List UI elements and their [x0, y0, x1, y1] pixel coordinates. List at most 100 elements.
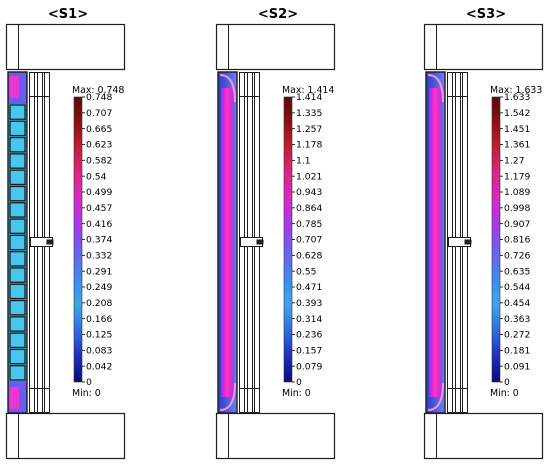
colorbar-tick-label: 0.54 — [86, 171, 107, 182]
colorbar-tick-label: 1.257 — [296, 124, 322, 135]
panel-title: <S3> — [466, 7, 506, 22]
top-block — [5, 23, 126, 71]
colorbar-tick-label: 1.451 — [504, 124, 530, 135]
grid-cell — [9, 120, 26, 137]
max-label: Max: 1.633 — [490, 85, 542, 96]
grid-cell — [9, 169, 26, 186]
grid-cell — [9, 348, 26, 365]
colorbar-tick-label: 1.633 — [504, 92, 530, 103]
colorbar-tick-label: 1.361 — [504, 140, 530, 151]
colorbar-tick-label: 0.544 — [504, 282, 530, 293]
panel-title: <S2> — [258, 7, 298, 22]
middle-connector-tab — [46, 239, 54, 245]
max-label: Max: 1.414 — [282, 85, 334, 96]
grid-cell — [9, 267, 26, 283]
colorbar-tick-label: 0.907 — [504, 219, 530, 230]
colorbar-tick-label: 0.363 — [504, 314, 530, 325]
colorbar-tick-label: 0.665 — [86, 124, 112, 135]
colorbar-tick-label: 0.582 — [86, 156, 112, 167]
field-outline — [425, 71, 446, 414]
grid-cell — [9, 218, 26, 235]
colorbar — [491, 96, 501, 383]
colorbar-tick-label: 0 — [504, 377, 510, 388]
colorbar-tick-label: 0.635 — [504, 266, 530, 277]
middle-connector-tab — [256, 239, 264, 245]
colorbar-tick-label: 0 — [296, 377, 302, 388]
colorbar-tick-label: 0.726 — [504, 251, 530, 262]
colorbar-tick-label: 0.707 — [296, 235, 322, 246]
colorbar-tick-label: 0.707 — [86, 108, 112, 119]
bottom-block — [423, 412, 544, 460]
colorbar-tick-label: 0.181 — [504, 346, 530, 357]
grid-cell — [9, 185, 26, 202]
max-label: Max: 0.748 — [72, 85, 124, 96]
field-top-arc — [427, 74, 444, 103]
field-bottom-arc — [427, 382, 444, 411]
colorbar-tick-label: 0.499 — [86, 187, 112, 198]
colorbar-tick-label: 1.089 — [504, 187, 530, 198]
strip-top-cap — [239, 72, 260, 97]
colorbar-tick-label: 0.314 — [296, 314, 322, 325]
middle-connector-tab — [464, 239, 472, 245]
field-top-hotspot — [10, 76, 19, 98]
colorbar-tick-label: 1.414 — [296, 92, 322, 103]
strip-bottom-cap — [447, 388, 468, 413]
field-bottom-arc — [219, 382, 236, 411]
colorbar-tick-label: 0.332 — [86, 251, 112, 262]
colorbar-tick-label: 0.208 — [86, 298, 112, 309]
colorbar-tick-label: 0.393 — [296, 298, 322, 309]
colorbar-tick-label: 1.335 — [296, 108, 322, 119]
colorbar-tick-label: 0.091 — [504, 361, 530, 372]
grid-cell — [9, 365, 26, 381]
colorbar-tick-label: 0.157 — [296, 346, 322, 357]
grid-cell — [9, 136, 26, 153]
colorbar-tick-label: 1.1 — [296, 156, 311, 167]
colorbar-tick-label: 0.125 — [86, 330, 112, 341]
grid-cell — [9, 202, 26, 218]
colorbar-tick-label: 0.998 — [504, 203, 530, 214]
colorbar-tick-label: 0.816 — [504, 235, 530, 246]
colorbar-tick-label: 0.291 — [86, 266, 112, 277]
colorbar — [73, 96, 83, 383]
min-label: Min: 0 — [72, 388, 101, 399]
colorbar-tick-label: 1.178 — [296, 140, 322, 151]
field-outline — [7, 71, 28, 414]
colorbar-tick-label: 0.416 — [86, 219, 112, 230]
colorbar-tick-label: 0.079 — [296, 361, 322, 372]
grid-cell — [9, 283, 26, 300]
strip-top-cap — [447, 72, 468, 97]
colorbar-tick-label: 0.374 — [86, 235, 112, 246]
colorbar-tick-label: 0.623 — [86, 140, 112, 151]
colorbar-tick-label: 0.748 — [86, 92, 112, 103]
panel-title: <S1> — [48, 7, 88, 22]
grid-cell — [9, 316, 26, 332]
colorbar-tick-label: 0.166 — [86, 314, 112, 325]
top-block — [423, 23, 544, 71]
strip-top-cap — [29, 72, 50, 97]
strip-bottom-cap — [29, 388, 50, 413]
colorbar-tick-label: 1.179 — [504, 171, 530, 182]
colorbar-tick-label: 0 — [86, 377, 92, 388]
colorbar-tick-label: 0.083 — [86, 346, 112, 357]
field-hot-band — [429, 88, 442, 397]
colorbar-tick-label: 1.021 — [296, 171, 322, 182]
colorbar-tick-label: 0.55 — [296, 266, 317, 277]
colorbar-tick-label: 1.27 — [504, 156, 525, 167]
grid-cell — [9, 332, 26, 349]
bottom-block — [5, 412, 126, 460]
bottom-block — [215, 412, 336, 460]
colorbar-tick-label: 1.542 — [504, 108, 530, 119]
grid-cell — [9, 299, 26, 316]
grid-cell — [9, 234, 26, 251]
field-outline — [217, 71, 238, 414]
colorbar — [283, 96, 293, 383]
colorbar-tick-label: 0.272 — [504, 330, 530, 341]
min-label: Min: 0 — [282, 388, 311, 399]
strip-bottom-cap — [239, 388, 260, 413]
colorbar-tick-label: 0.457 — [86, 203, 112, 214]
top-block — [215, 23, 336, 71]
colorbar-tick-label: 0.249 — [86, 282, 112, 293]
